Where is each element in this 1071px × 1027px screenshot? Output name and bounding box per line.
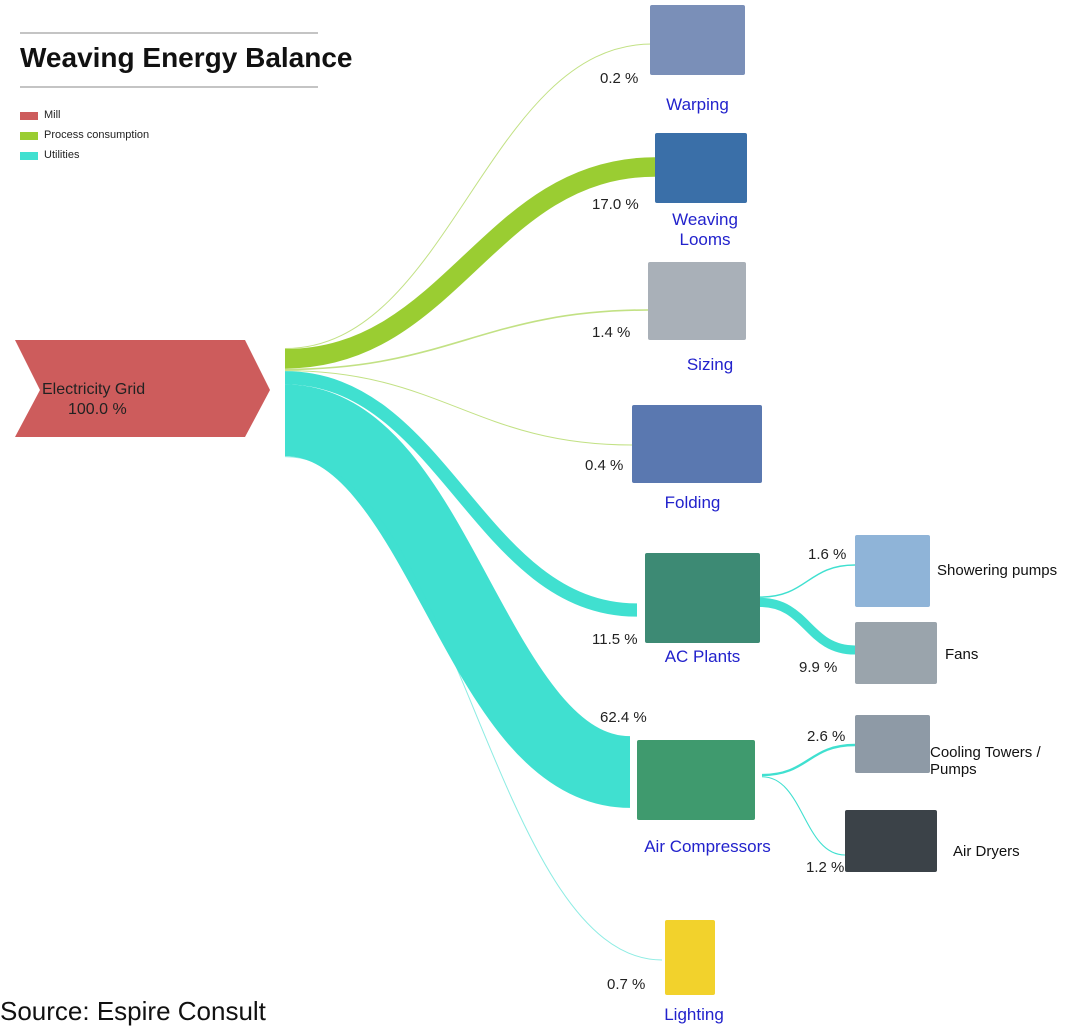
legend-swatch: [20, 112, 38, 120]
footer: Source: Espire Consult: [0, 996, 266, 1026]
node-name: Weaving Looms: [672, 210, 738, 249]
legend-label: Mill: [44, 109, 61, 121]
flow: [759, 564, 856, 598]
flow: [284, 157, 656, 369]
node-name: Sizing: [686, 355, 734, 374]
legend-swatch: [20, 132, 38, 140]
flow-value: 1.4 %: [592, 324, 631, 341]
flow: [759, 597, 856, 655]
node-image: [650, 5, 745, 75]
node-name: AC Plants: [664, 647, 741, 666]
node-image: [655, 133, 747, 203]
node-name: Cooling Towers / Pumps: [930, 744, 1041, 778]
flow: [282, 384, 633, 808]
node-image: [855, 622, 937, 684]
node-image: [855, 535, 930, 607]
node-name: Lighting: [664, 1005, 724, 1024]
node-name: Fans: [945, 646, 979, 663]
flow-value: 62.4 %: [600, 709, 647, 726]
flow-value: 0.2 %: [600, 70, 639, 87]
chart-title: Weaving Energy Balance: [20, 42, 353, 73]
flow: [284, 43, 653, 349]
flow: [284, 309, 649, 371]
flow: [284, 371, 638, 617]
node-image: [648, 262, 746, 340]
source-node: [15, 340, 270, 437]
flow: [284, 370, 633, 446]
node-image: [855, 715, 930, 773]
flow-value: 1.6 %: [808, 546, 847, 563]
node-name: Warping: [666, 95, 729, 114]
node-image: [665, 920, 715, 995]
flow-value: 11.5 %: [592, 631, 638, 648]
node-name: Air Dryers: [953, 843, 1020, 860]
node-image: [845, 810, 937, 872]
flow: [284, 456, 663, 961]
flow-value: 9.9 %: [799, 659, 838, 676]
node-image: [645, 553, 760, 643]
flow: [761, 743, 856, 777]
flow-value: 0.4 %: [585, 457, 624, 474]
source-name: Electricity Grid: [42, 381, 146, 398]
node-image: [632, 405, 762, 483]
legend-swatch: [20, 152, 38, 160]
legend-label: Utilities: [44, 149, 80, 161]
flow: [761, 776, 846, 856]
node-name: Air Compressors: [644, 837, 771, 856]
node-name: Folding: [664, 493, 721, 512]
node-image: [637, 740, 755, 820]
legend-label: Process consumption: [44, 129, 150, 141]
flow-value: 0.7 %: [607, 976, 646, 993]
node-name: Showering pumps: [937, 562, 1058, 579]
flow-value: 1.2 %: [806, 859, 845, 876]
flow-value: 2.6 %: [807, 728, 846, 745]
flow-value: 17.0 %: [592, 196, 639, 213]
source-value: 100.0 %: [68, 401, 127, 418]
